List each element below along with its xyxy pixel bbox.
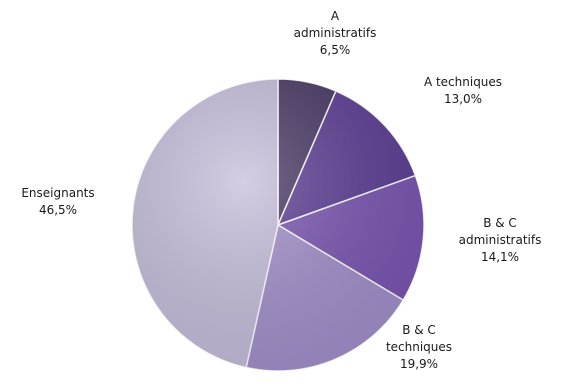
- pie-slice-value: 6,5%: [320, 43, 351, 57]
- pie-slice-label-line: B & C: [402, 323, 436, 337]
- pie-slice-value: 46,5%: [39, 203, 77, 217]
- pie-slice-label-line: B & C: [483, 216, 517, 230]
- pie-slice-5: [131, 78, 279, 369]
- pie-slices: [131, 78, 425, 372]
- pie-slice-label-4: B & C techniques 19,9%: [386, 323, 452, 371]
- pie-slice-label-3: B & C administratifs 14,1%: [459, 216, 542, 264]
- pie-slice-label-2: A techniques 13,0%: [424, 75, 502, 106]
- pie-slice-value: 14,1%: [481, 250, 519, 264]
- pie-slice-label-line: administratifs: [294, 26, 377, 40]
- pie-slice-label-line: administratifs: [459, 233, 542, 247]
- pie-slice-label-line: Enseignants: [21, 186, 94, 200]
- pie-slice-value: 13,0%: [444, 92, 482, 106]
- pie-slice-label-line: techniques: [386, 340, 452, 354]
- pie-slice-label-5: Enseignants 46,5%: [21, 186, 94, 217]
- pie-slice-label-line: A: [331, 9, 340, 23]
- pie-slice-value: 19,9%: [400, 357, 438, 371]
- pie-slice-label-line: A techniques: [424, 75, 502, 89]
